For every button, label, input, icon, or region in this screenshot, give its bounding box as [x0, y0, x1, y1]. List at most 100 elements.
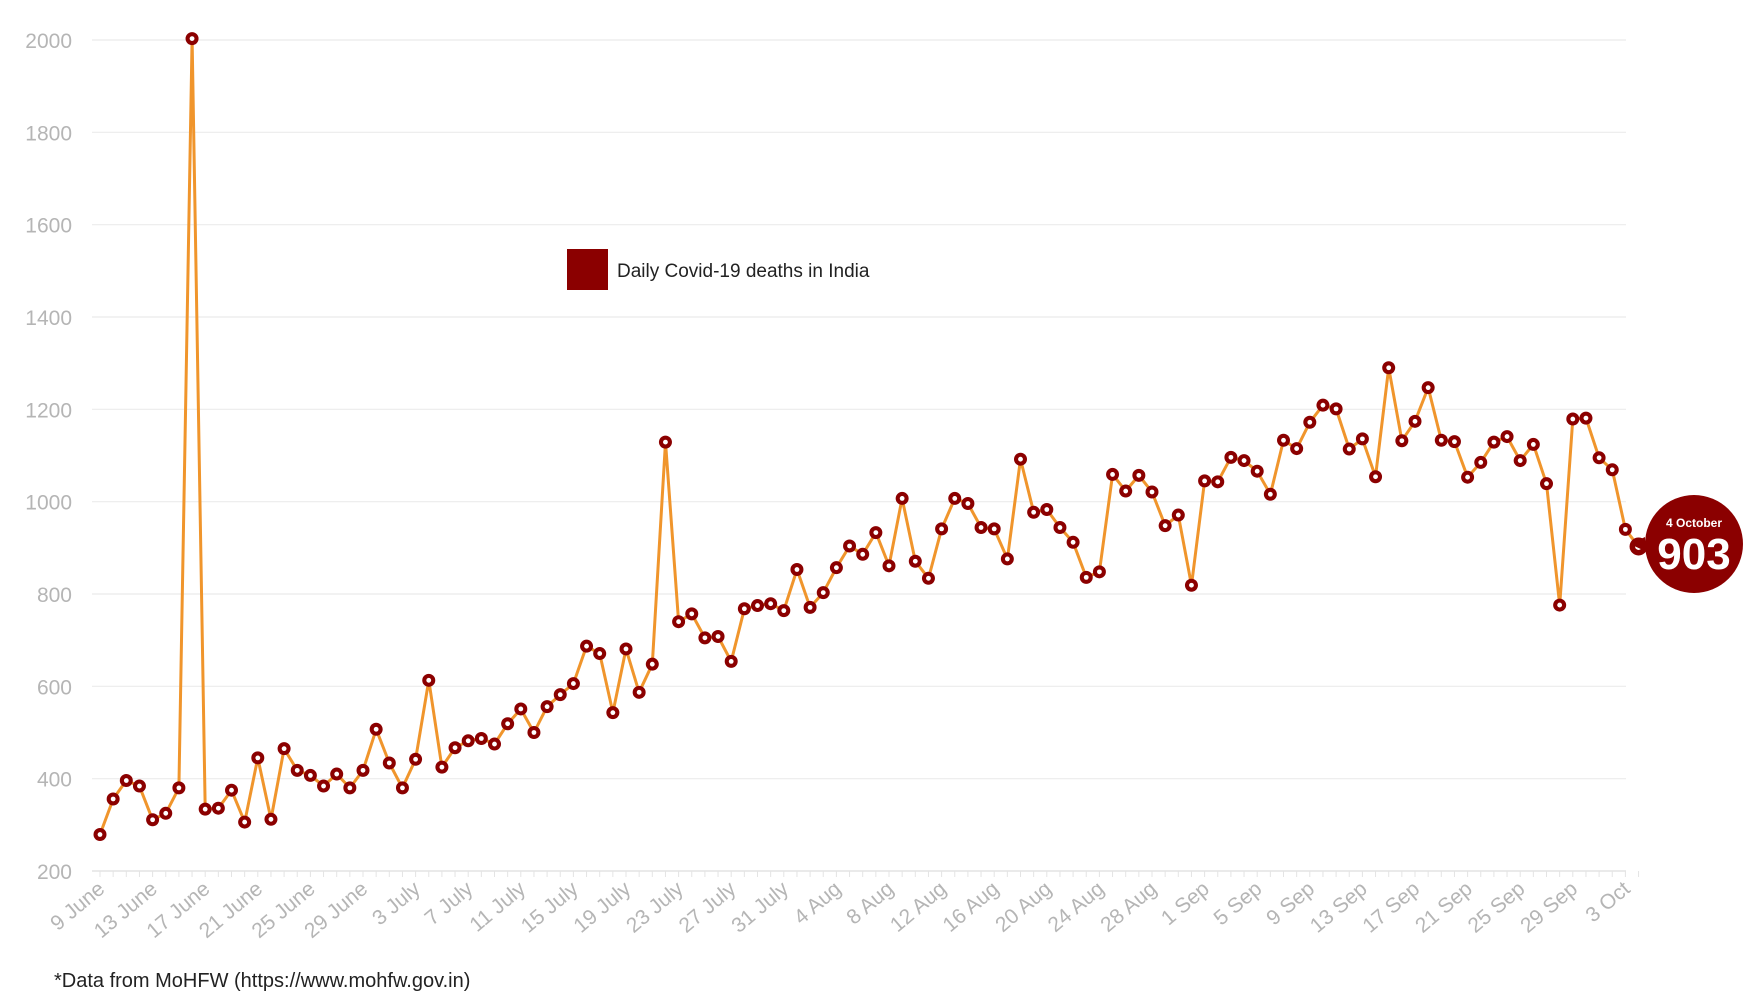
data-point-center: [1228, 454, 1234, 460]
data-point-center: [584, 643, 589, 649]
data-point-center: [1399, 438, 1405, 444]
data-point-center: [1517, 458, 1523, 463]
data-point-center: [189, 36, 195, 42]
data-point-center: [202, 806, 208, 812]
data-point-center: [886, 563, 892, 569]
x-tick-label: 4 Aug: [790, 877, 846, 929]
data-point-center: [1110, 472, 1115, 477]
data-point-center: [689, 611, 695, 617]
x-tick-label: 11 July: [465, 877, 530, 937]
data-point-center: [1241, 458, 1247, 463]
data-point-center: [781, 608, 787, 614]
data-point-center: [268, 816, 274, 822]
y-tick-label: 1400: [25, 307, 72, 330]
data-point-center: [1254, 468, 1260, 474]
data-point-center: [163, 810, 169, 816]
x-tick-label: 20 Aug: [991, 877, 1056, 937]
data-point-center: [571, 681, 576, 686]
series-line: [98, 37, 1640, 836]
data-point-center: [123, 778, 129, 783]
data-point-center: [1333, 406, 1339, 412]
badge-pointer: [1630, 537, 1645, 551]
data-point-center: [373, 726, 379, 732]
x-tick-label: 24 Aug: [1044, 877, 1109, 937]
x-tick-label: 31 July: [727, 877, 793, 938]
x-tick-label: 3 July: [368, 877, 425, 930]
legend-swatch: [567, 249, 608, 290]
badge-date-label: 4 October: [1666, 516, 1722, 530]
data-point-center: [478, 736, 484, 741]
data-point-center: [360, 767, 366, 773]
data-point-center: [860, 551, 866, 557]
data-point-center: [1557, 602, 1563, 608]
data-point-center: [715, 634, 721, 639]
data-point-center: [1031, 509, 1037, 515]
data-point-center: [294, 767, 300, 773]
y-axis-ticks: 200 400 600 800 1000 1200 1400 1600 1800 2000: [25, 30, 72, 884]
data-point-center: [965, 501, 971, 506]
data-point-center: [1491, 439, 1497, 445]
data-point-center: [1083, 574, 1089, 580]
data-point-center: [1452, 439, 1457, 445]
data-point-center: [1162, 523, 1168, 529]
x-tick-label: 17 Sep: [1358, 877, 1424, 937]
data-point-center: [649, 661, 655, 667]
data-point-center: [676, 619, 681, 625]
data-point-center: [1267, 491, 1273, 497]
data-point-center: [1018, 456, 1023, 462]
data-point-center: [229, 787, 234, 793]
data-point-center: [557, 692, 563, 698]
gridlines: [92, 39, 1640, 877]
x-tick-label: 19 July: [569, 877, 635, 938]
data-point-center: [426, 677, 432, 683]
data-point-center: [1438, 437, 1444, 443]
x-tick-label: 21 Sep: [1411, 877, 1477, 937]
latest-value-badge: 4 October 903: [1630, 495, 1743, 593]
data-point-center: [768, 601, 774, 607]
x-tick-label: 25 Sep: [1464, 877, 1530, 937]
x-tick-label: 28 Aug: [1096, 877, 1161, 937]
data-point-center: [518, 706, 524, 712]
data-point-center: [807, 604, 813, 610]
data-point-center: [1044, 507, 1050, 512]
y-tick-label: 2000: [25, 30, 72, 53]
data-point-center: [1583, 415, 1589, 421]
data-point-center: [1609, 467, 1615, 473]
y-tick-label: 1600: [25, 215, 72, 238]
data-point-center: [847, 543, 852, 549]
y-tick-label: 400: [37, 769, 72, 792]
data-point-center: [728, 659, 734, 664]
data-point-center: [465, 738, 471, 744]
data-point-center: [176, 785, 182, 791]
x-tick-label: 15 July: [517, 877, 583, 938]
data-point-center: [663, 439, 668, 445]
data-point-center: [1215, 479, 1221, 485]
data-point-center: [1175, 512, 1181, 518]
source-note: *Data from MoHFW (https://www.mohfw.gov.…: [54, 970, 471, 992]
data-point-center: [899, 496, 905, 501]
data-point-center: [1004, 556, 1010, 562]
data-point-center: [991, 526, 997, 532]
x-tick-label: 29 Sep: [1516, 877, 1582, 937]
x-tick-label: 5 Sep: [1210, 877, 1267, 930]
x-tick-label: 23 July: [622, 877, 688, 938]
data-point-center: [1307, 419, 1313, 425]
data-point-center: [1412, 418, 1418, 424]
data-point-center: [1123, 488, 1129, 494]
data-point-center: [623, 646, 629, 652]
data-point-center: [505, 721, 511, 727]
data-point-center: [978, 525, 984, 530]
data-point-center: [531, 730, 537, 735]
data-point-center: [794, 567, 800, 572]
data-point-center: [413, 756, 418, 762]
data-point-center: [1294, 446, 1300, 451]
y-tick-label: 1000: [25, 492, 72, 515]
data-point-center: [215, 805, 221, 811]
badge-circle: [1645, 495, 1743, 593]
data-point-center: [452, 745, 458, 751]
series-daily-deaths: [93, 32, 1648, 842]
data-point-center: [939, 526, 944, 532]
data-point-center: [97, 832, 103, 837]
data-point-center: [321, 783, 326, 789]
legend-label: Daily Covid-19 deaths in India: [617, 261, 870, 282]
